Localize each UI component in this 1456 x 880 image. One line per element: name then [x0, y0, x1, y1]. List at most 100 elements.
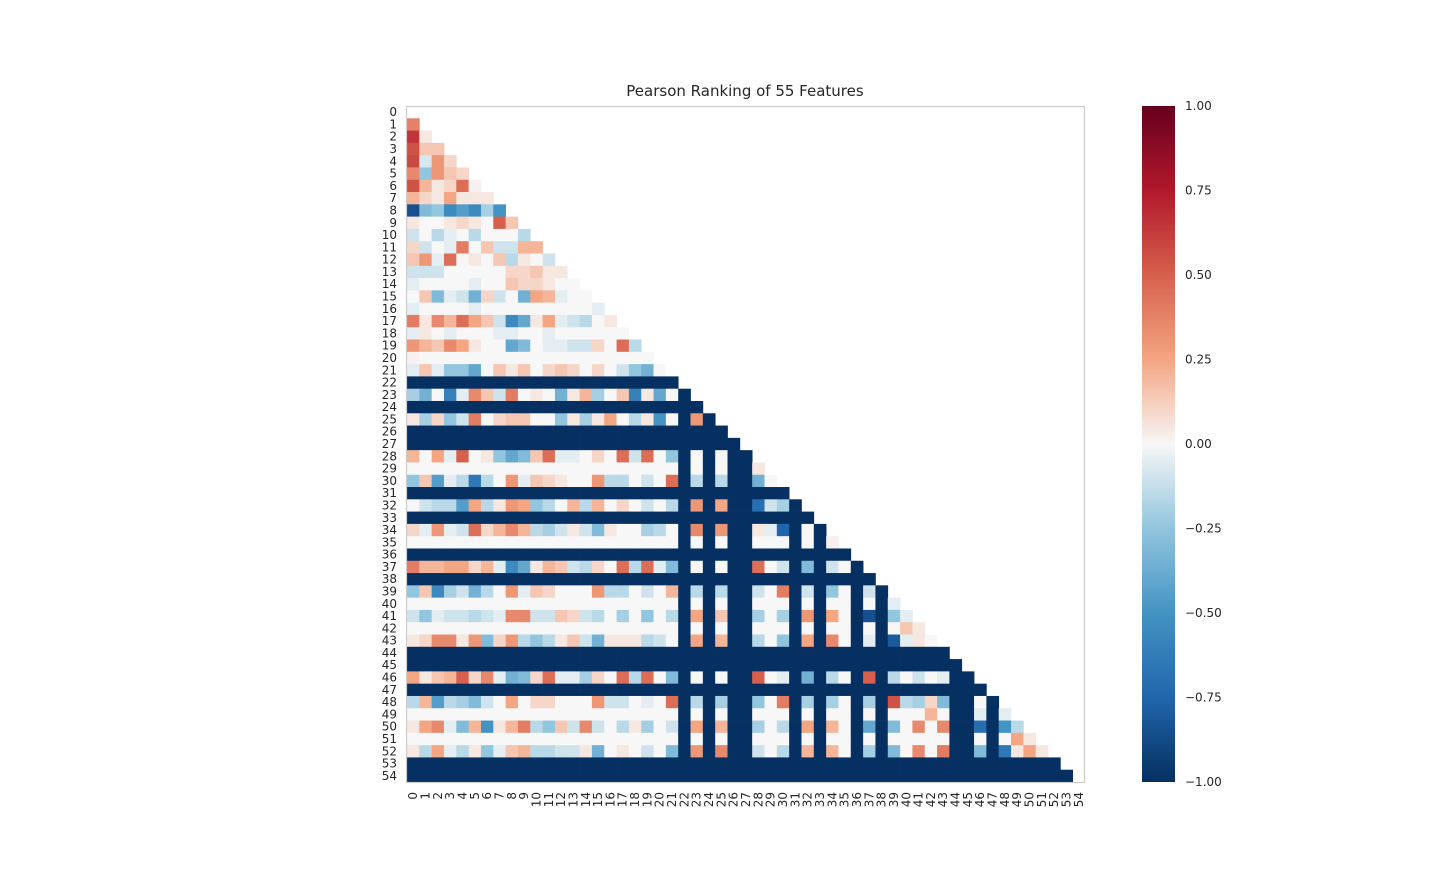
colorbar-tick-label: −1.00 [1185, 775, 1222, 789]
heatmap-cell [875, 708, 889, 721]
heatmap-cell [456, 241, 469, 254]
heatmap-cell [715, 499, 728, 512]
heatmap-cell [456, 400, 469, 414]
heatmap-cell [480, 671, 494, 685]
heatmap-cell [641, 646, 654, 660]
heatmap-cell [616, 474, 630, 488]
heatmap-cell [542, 732, 556, 746]
heatmap-cell [690, 745, 704, 758]
heatmap-cell [591, 659, 605, 672]
heatmap-cell [554, 708, 568, 721]
x-tick-label: 33 [813, 792, 827, 807]
heatmap-cell [838, 548, 852, 562]
heatmap-cell [776, 708, 790, 721]
heatmap-cell [604, 536, 617, 549]
heatmap-cell [678, 450, 691, 463]
heatmap-cell [628, 351, 642, 365]
heatmap-cell [419, 290, 433, 303]
heatmap-cell [616, 597, 630, 611]
heatmap-cell [407, 192, 420, 205]
heatmap-cell [456, 450, 469, 463]
heatmap-cell [530, 425, 543, 439]
heatmap-cell [739, 695, 753, 709]
heatmap-cell [493, 671, 506, 685]
heatmap-cell [443, 437, 457, 451]
heatmap-cell [591, 511, 605, 525]
heatmap-cell [715, 597, 728, 611]
heatmap-cell [443, 155, 457, 168]
heatmap-cell [739, 634, 753, 648]
x-tick-label: 34 [825, 792, 839, 807]
y-tick-label: 4 [389, 154, 397, 168]
heatmap-cell [653, 450, 667, 463]
x-tick-label: 26 [727, 792, 741, 807]
heatmap-cell [764, 511, 778, 525]
heatmap-cell [776, 536, 790, 549]
heatmap-cell [739, 732, 753, 746]
heatmap-cell [702, 413, 716, 426]
heatmap-cell [641, 400, 654, 414]
heatmap-cell [505, 708, 519, 721]
heatmap-cell [542, 622, 556, 635]
heatmap-cell [542, 597, 556, 611]
heatmap-cell [493, 683, 506, 697]
heatmap-cell [653, 720, 667, 734]
heatmap-cell [517, 388, 531, 402]
x-tick-label: 44 [949, 792, 963, 807]
heatmap-cell [407, 400, 420, 414]
heatmap-cell [887, 646, 901, 660]
heatmap-cell [826, 745, 839, 758]
heatmap-cell [665, 573, 679, 586]
heatmap-cell [493, 659, 506, 672]
heatmap-cell [764, 487, 778, 500]
heatmap-cell [604, 351, 617, 365]
heatmap-cell [517, 560, 531, 574]
y-tick-label: 11 [382, 240, 397, 254]
heatmap-cell [579, 695, 593, 709]
heatmap-cell [690, 536, 704, 549]
heatmap-cell [517, 462, 531, 476]
heatmap-cell [875, 597, 889, 611]
heatmap-cell [554, 474, 568, 488]
heatmap-cell [628, 720, 642, 734]
heatmap-cell [850, 720, 864, 734]
heatmap-cell [715, 511, 728, 525]
heatmap-cell [653, 487, 667, 500]
heatmap-cell [641, 745, 654, 758]
heatmap-cell [628, 560, 642, 574]
heatmap-cell [974, 720, 987, 734]
heatmap-cell [468, 364, 482, 377]
heatmap-cell [604, 659, 617, 672]
heatmap-cell [456, 585, 469, 598]
heatmap-cell [480, 683, 494, 697]
heatmap-cell [678, 523, 691, 537]
heatmap-cell [431, 597, 445, 611]
heatmap-cell [665, 695, 679, 709]
heatmap-cell [604, 499, 617, 512]
y-tick-label: 28 [382, 449, 397, 463]
heatmap-cell [407, 695, 420, 709]
heatmap-cell [702, 560, 716, 574]
heatmap-cell [776, 573, 790, 586]
heatmap-cell [456, 290, 469, 303]
heatmap-cell [764, 708, 778, 721]
heatmap-cell [826, 646, 839, 660]
heatmap-cell [456, 609, 469, 623]
heatmap-cell [468, 339, 482, 353]
heatmap-cell [764, 548, 778, 562]
heatmap-cell [764, 683, 778, 697]
heatmap-cell [863, 695, 876, 709]
heatmap-cell [702, 683, 716, 697]
heatmap-cell [468, 769, 482, 783]
x-tick-label: 3 [443, 792, 457, 800]
heatmap-cell [419, 179, 433, 193]
heatmap-cell [690, 400, 704, 414]
heatmap-cell [826, 757, 839, 771]
heatmap-cell [641, 732, 654, 746]
heatmap-cell [702, 769, 716, 783]
heatmap-cell [628, 659, 642, 672]
heatmap-cell [924, 720, 938, 734]
heatmap-cell [863, 745, 876, 758]
heatmap-cell [628, 364, 642, 377]
heatmap-cell [419, 241, 433, 254]
